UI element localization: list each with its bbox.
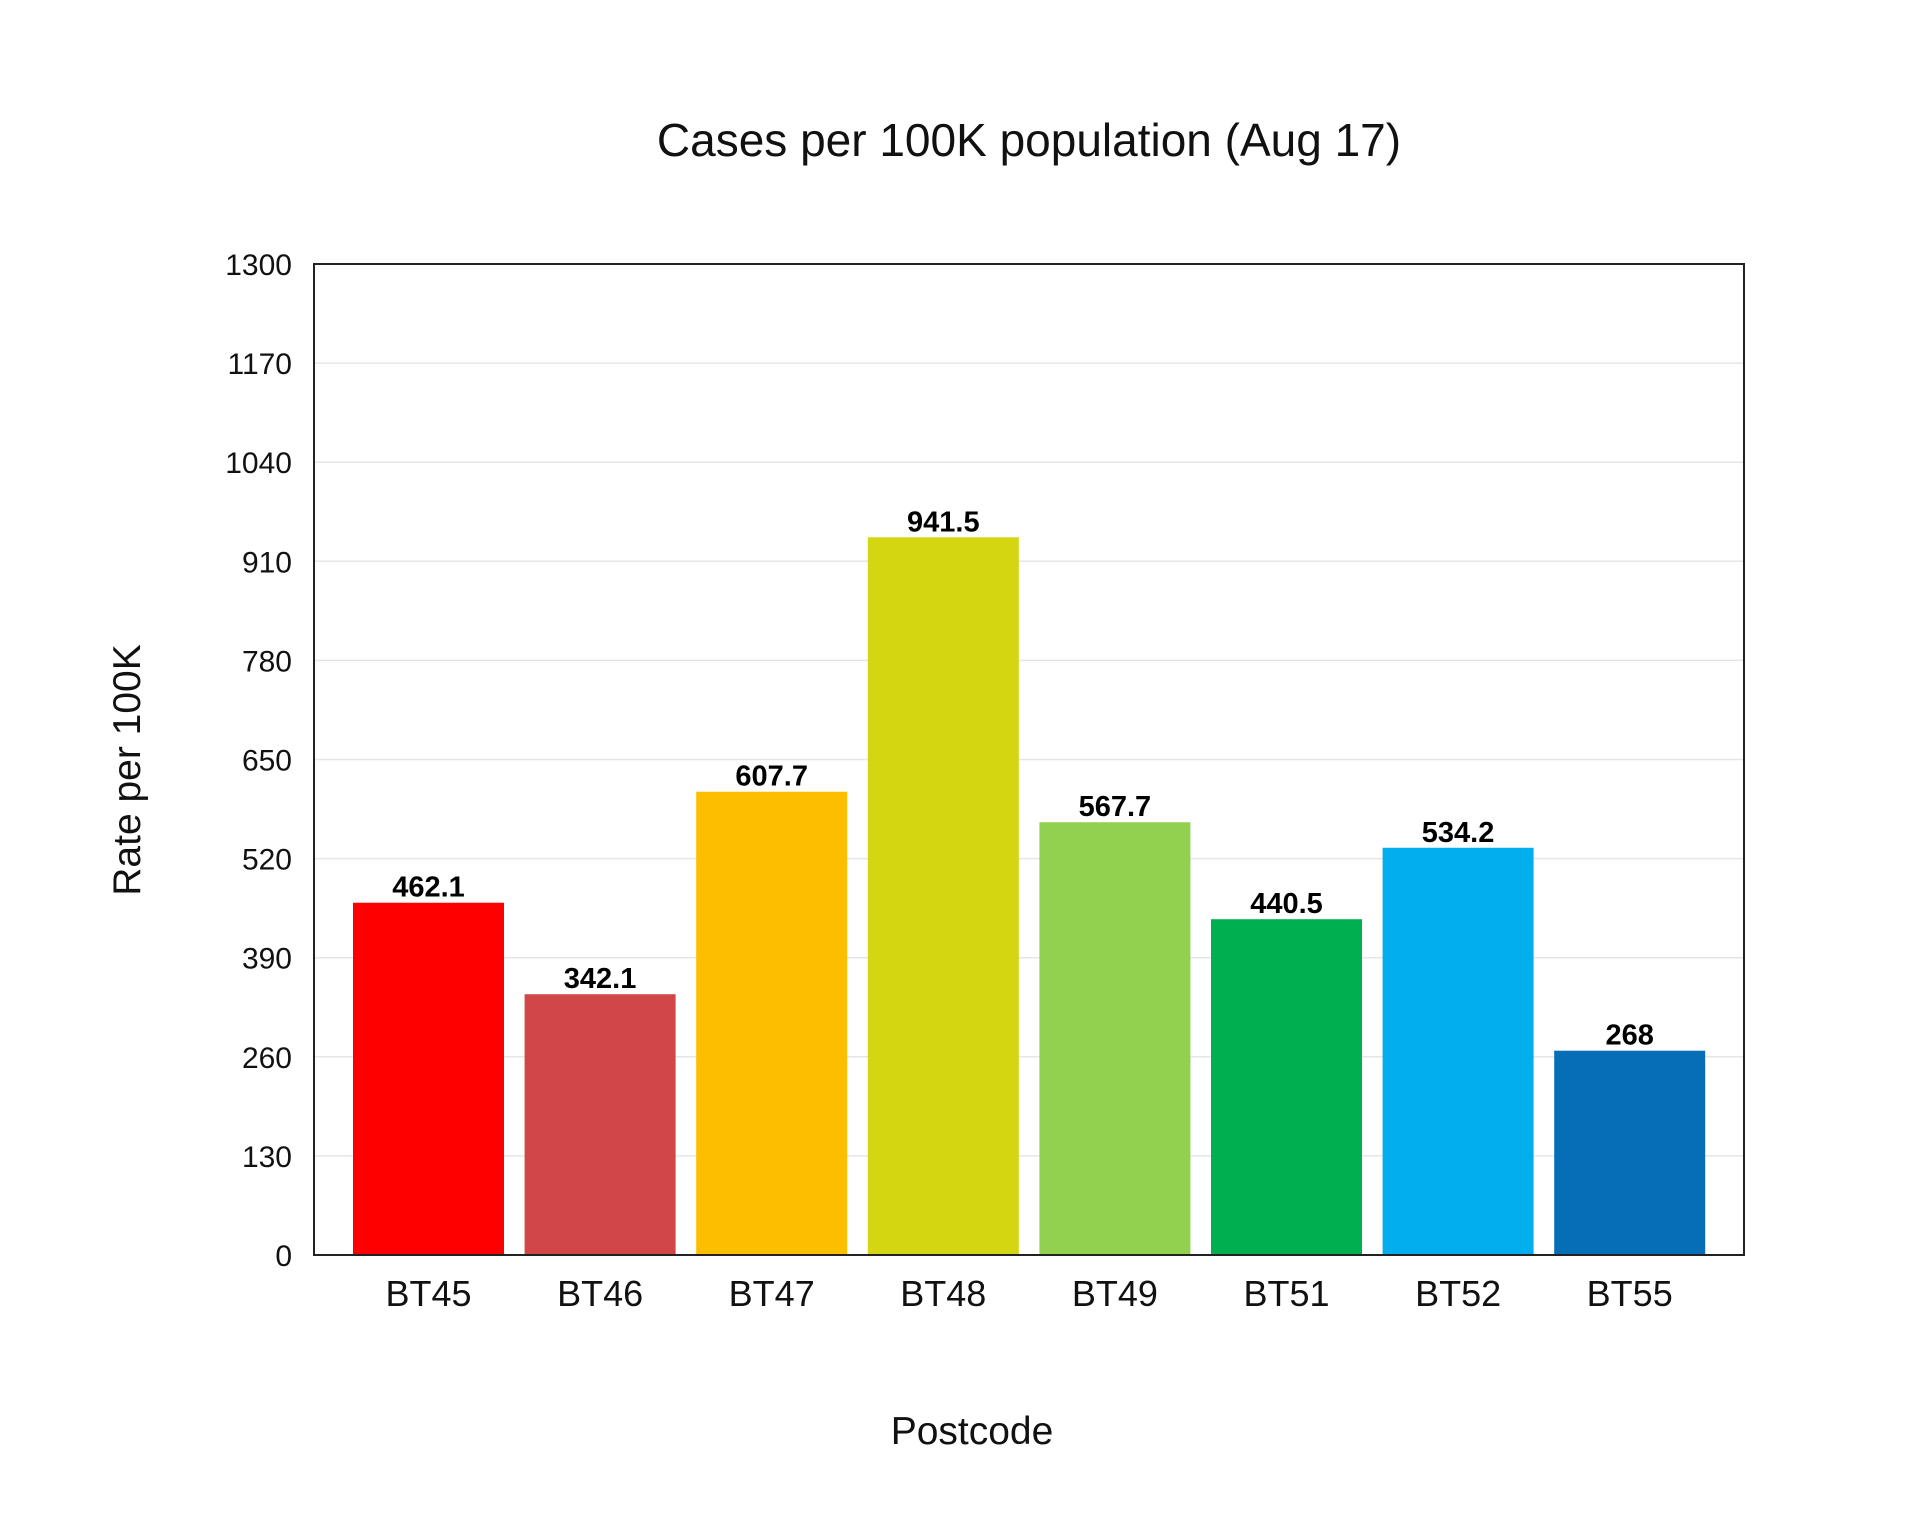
bar-bt52 <box>1382 847 1534 1255</box>
plot-area-frame <box>313 263 1745 1256</box>
chart-title: Cases per 100K population (Aug 17) <box>657 114 1401 166</box>
x-tick-label: BT45 <box>385 1273 471 1314</box>
x-tick-label: BT55 <box>1587 1273 1673 1314</box>
y-axis-ticks: 0 130 260 390 520 650 780 910 1040 1170 1300 <box>225 249 292 1273</box>
x-tick-label: BT51 <box>1243 1273 1329 1314</box>
x-tick-label: BT49 <box>1072 1273 1158 1314</box>
y-tick-label: 520 <box>242 844 292 877</box>
y-tick-label: 650 <box>242 745 292 778</box>
data-label: 567.7 <box>1079 791 1152 823</box>
bar-bt48 <box>867 537 1019 1255</box>
y-tick-label: 1040 <box>225 447 292 480</box>
y-tick-label: 260 <box>242 1042 292 1075</box>
data-label: 440.5 <box>1250 888 1323 920</box>
data-label: 268 <box>1606 1020 1654 1052</box>
bars <box>353 537 1706 1255</box>
x-axis-ticks: BT45 BT46 BT47 BT48 BT49 BT51 BT52 BT55 <box>385 1273 1672 1314</box>
x-tick-label: BT46 <box>557 1273 643 1314</box>
x-tick-label: BT52 <box>1415 1273 1501 1314</box>
y-tick-label: 130 <box>242 1141 292 1174</box>
bar-bt51 <box>1211 919 1362 1255</box>
y-tick-label: 1170 <box>227 348 292 381</box>
bar-bt45 <box>353 902 504 1255</box>
y-tick-label: 780 <box>242 645 292 678</box>
data-label: 941.5 <box>907 506 980 538</box>
bar-bt55 <box>1554 1050 1706 1255</box>
data-label: 462.1 <box>392 872 465 904</box>
x-tick-label: BT48 <box>900 1273 986 1314</box>
y-tick-label: 0 <box>275 1240 292 1273</box>
y-axis-label: Rate per 100K <box>106 644 149 896</box>
data-label: 342.1 <box>564 963 637 995</box>
y-tick-label: 390 <box>242 943 292 976</box>
bar-bt47 <box>696 791 848 1255</box>
y-tick-label: 1300 <box>225 249 292 282</box>
y-tick-label: 910 <box>242 546 292 579</box>
data-label: 607.7 <box>735 761 808 793</box>
bar-bt49 <box>1039 822 1191 1255</box>
bar-bt46 <box>524 994 676 1255</box>
data-label: 534.2 <box>1422 817 1495 849</box>
data-labels: 462.1 342.1 607.7 941.5 567.7 440.5 534.2 268 <box>392 506 1654 1051</box>
x-tick-label: BT47 <box>729 1273 815 1314</box>
x-axis-label: Postcode <box>891 1410 1054 1453</box>
